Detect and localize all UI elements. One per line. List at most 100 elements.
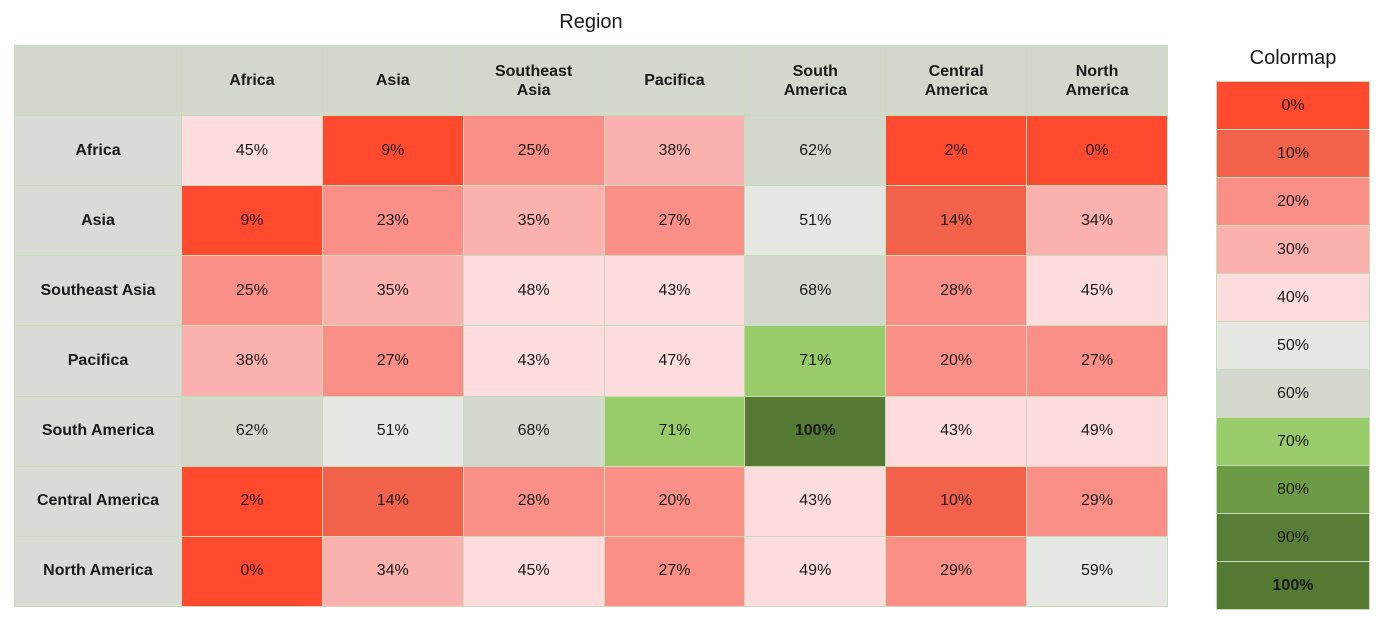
heatmap-cell: 71% [603,395,746,467]
heatmap-cell: 27% [1026,325,1168,397]
colormap-row: 30% [1216,225,1370,274]
colormap-row: 0% [1216,81,1370,130]
heatmap-cell: 59% [1026,535,1168,608]
heatmap-row: Southeast Asia 25% 35% 48% 43% 68% 28% 45% [14,255,1168,327]
heatmap-cell: 62% [181,395,323,467]
colormap-swatch: 40% [1216,273,1370,322]
colormap-row: 40% [1216,273,1370,322]
heatmap-cell: 28% [885,255,1028,327]
heatmap-cell: 43% [603,255,746,327]
colormap-row: 10% [1216,129,1370,178]
heatmap-cell: 51% [321,395,464,467]
colormap-swatch: 70% [1216,417,1370,466]
colormap-row: 80% [1216,465,1370,514]
heatmap-cell: 2% [885,114,1028,187]
heatmap-cell: 48% [462,255,605,327]
colormap-legend: 0% 10% 20% 30% 40% 50% 60% 70% 80% 90% 100% [1216,81,1370,610]
heatmap-row: Africa 45% 9% 25% 38% 62% 2% 0% [14,114,1168,187]
heatmap-row: North America 0% 34% 45% 27% 49% 29% 59% [14,535,1168,608]
colormap-row: 50% [1216,321,1370,370]
heatmap-cell: 23% [321,185,464,257]
heatmap-cell: 20% [603,465,746,537]
heatmap-cell: 14% [321,465,464,537]
heatmap-cell: 43% [462,325,605,397]
heatmap-cell: 51% [744,185,887,257]
colormap-swatch: 50% [1216,321,1370,370]
colormap-swatch: 60% [1216,369,1370,418]
column-header: Central America [885,45,1028,116]
heatmap-cell: 45% [1026,255,1168,327]
colormap-row: 90% [1216,513,1370,562]
heatmap-cell: 43% [744,465,887,537]
heatmap-cell: 49% [1026,395,1168,467]
colormap-row: 100% [1216,561,1370,610]
colormap-swatch: 80% [1216,465,1370,514]
heatmap-cell: 2% [181,465,323,537]
column-header-row: Africa Asia Southeast Asia Pacifica South Amer… [14,45,1168,116]
heatmap-cell: 25% [181,255,323,327]
heatmap-cell: 71% [744,325,887,397]
column-header: Africa [181,45,323,116]
heatmap-cell: 35% [321,255,464,327]
heatmap-cell: 45% [462,535,605,608]
colormap-swatch: 0% [1216,81,1370,130]
heatmap-table: Africa Asia Southeast Asia Pacifica South Amer… [14,45,1168,608]
heatmap-cell: 34% [1026,185,1168,257]
colormap-row: 20% [1216,177,1370,226]
heatmap-cell: 25% [462,114,605,187]
heatmap-cell: 20% [885,325,1028,397]
row-header: South America [14,395,182,467]
heatmap-cell: 38% [181,325,323,397]
chart-title: Region [559,11,623,33]
heatmap-cell: 47% [603,325,746,397]
heatmap-row: Pacifica 38% 27% 43% 47% 71% 20% 27% [14,325,1168,397]
heatmap-cell: 43% [885,395,1028,467]
colormap-swatch: 90% [1216,513,1370,562]
heatmap-cell: 45% [181,114,323,187]
heatmap-body: Africa 45% 9% 25% 38% 62% 2% 0% Asia 9% 23% 35% 27% 5… [14,114,1168,608]
row-header: Africa [14,114,182,187]
heatmap-cell: 29% [1026,465,1168,537]
heatmap-cell: 27% [603,535,746,608]
heatmap-cell: 0% [1026,114,1168,187]
colormap-row: 70% [1216,417,1370,466]
heatmap-cell: 27% [321,325,464,397]
heatmap-cell: 10% [885,465,1028,537]
heatmap-row: South America 62% 51% 68% 71% 100% 43% 49% [14,395,1168,467]
heatmap-cell: 0% [181,535,323,608]
colormap-swatch: 10% [1216,129,1370,178]
heatmap-cell: 27% [603,185,746,257]
heatmap-cell: 9% [181,185,323,257]
colormap-row: 60% [1216,369,1370,418]
column-header: Pacifica [603,45,746,116]
colormap-swatch: 30% [1216,225,1370,274]
heatmap-cell: 14% [885,185,1028,257]
heatmap-cell: 35% [462,185,605,257]
row-header: North America [14,535,182,608]
colormap-body: 0% 10% 20% 30% 40% 50% 60% 70% 80% 90% 100% [1216,81,1370,610]
colormap-swatch: 100% [1216,561,1370,610]
heatmap-cell: 38% [603,114,746,187]
corner-cell [14,45,182,116]
heatmap-cell: 100% [744,395,887,467]
heatmap-cell: 49% [744,535,887,608]
heatmap-row: Central America 2% 14% 28% 20% 43% 10% 29% [14,465,1168,537]
heatmap-cell: 68% [744,255,887,327]
heatmap-cell: 62% [744,114,887,187]
heatmap-cell: 28% [462,465,605,537]
row-header: Asia [14,185,182,257]
heatmap-row: Asia 9% 23% 35% 27% 51% 14% 34% [14,185,1168,257]
colormap-swatch: 20% [1216,177,1370,226]
heatmap-cell: 34% [321,535,464,608]
column-header: South America [744,45,887,116]
column-header: Southeast Asia [462,45,605,116]
column-header: Asia [321,45,464,116]
row-header: Pacifica [14,325,182,397]
heatmap-cell: 68% [462,395,605,467]
heatmap-cell: 29% [885,535,1028,608]
row-header: Central America [14,465,182,537]
row-header: Southeast Asia [14,255,182,327]
colormap-title: Colormap [1249,47,1337,69]
column-header: North America [1026,45,1168,116]
heatmap-cell: 9% [321,114,464,187]
